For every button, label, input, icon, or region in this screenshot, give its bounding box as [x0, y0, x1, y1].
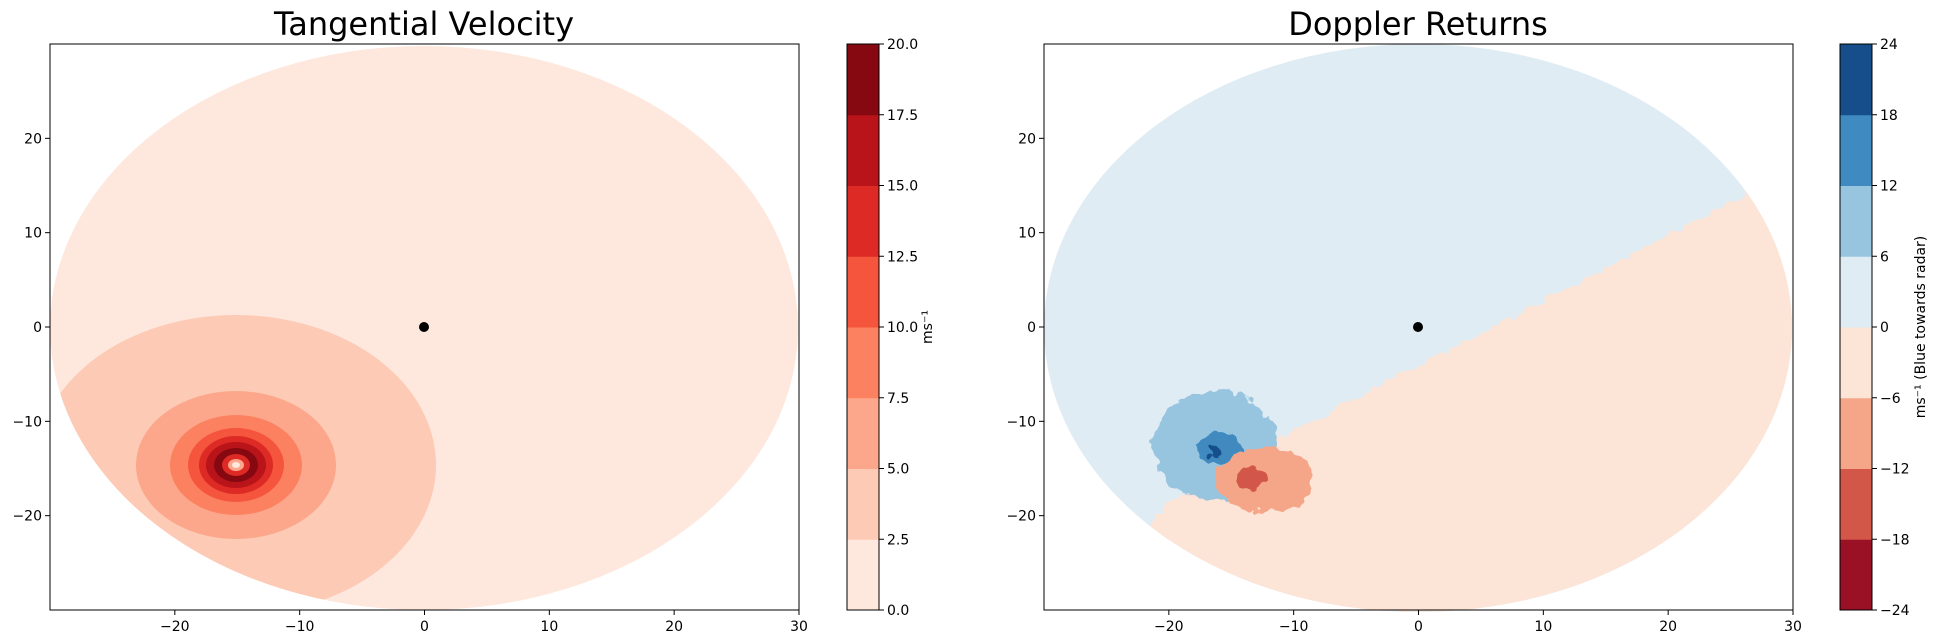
tangential-velocity-panel: Tangential Velocity −20 −10 0 10 20 30 −20 −10 — [12, 5, 936, 635]
colorbar-tick-label: −12 — [1880, 462, 1910, 478]
colorbar-segment — [847, 114, 879, 186]
colorbar-segment — [1840, 327, 1872, 399]
y-tick-label: −20 — [1006, 509, 1036, 525]
y-tick-label: 20 — [24, 131, 42, 147]
colorbar-label: ms⁻¹ (Blue towards radar) — [1913, 236, 1929, 419]
colorbar-tick-label: −18 — [1880, 532, 1910, 548]
colorbar-tick-label: 10.0 — [887, 320, 918, 336]
x-tick-label: 20 — [1659, 619, 1677, 635]
y-tick-label: −10 — [1006, 414, 1036, 430]
colorbar-segment — [847, 44, 879, 116]
colorbar-segment — [847, 468, 879, 540]
colorbar-label: ms⁻¹ — [920, 310, 936, 344]
colorbar-tick-label: 12.5 — [887, 249, 918, 265]
colorbar: −24 −18 −12 −6 0 6 12 18 24 — [1839, 37, 1910, 619]
axis-ticks: −20 −10 0 10 20 30 −20 −10 0 10 20 — [1006, 131, 1801, 635]
colorbar-tick-label: 6 — [1880, 249, 1889, 265]
colorbar-tick-label: 12 — [1880, 179, 1898, 195]
x-tick-label: 10 — [540, 619, 558, 635]
y-tick-label: 10 — [24, 226, 42, 242]
colorbar-segment — [1840, 114, 1872, 186]
band-neg18-neg12 — [1236, 466, 1268, 490]
colorbar: 0.0 2.5 5.0 7.5 10.0 12.5 15.0 17.5 20.0 — [846, 37, 918, 619]
colorbar-segment — [1840, 539, 1872, 611]
x-tick-label: 30 — [1784, 619, 1802, 635]
y-tick-label: 0 — [33, 320, 42, 336]
axis-ticks: −20 −10 0 10 20 30 −20 −10 0 10 20 — [12, 131, 807, 635]
y-tick-label: −10 — [12, 414, 42, 430]
y-tick-label: 0 — [1027, 320, 1036, 336]
colorbar-segment — [1840, 256, 1872, 328]
colorbar-segment — [1840, 44, 1872, 116]
colorbar-segment — [847, 185, 879, 257]
colorbar-tick-label: 17.5 — [887, 108, 918, 124]
chart-title: Tangential Velocity — [273, 5, 574, 43]
x-tick-label: −20 — [160, 619, 190, 635]
colorbar-tick-label: 20.0 — [887, 37, 918, 53]
colorbar-segment — [1840, 468, 1872, 540]
colorbar-segment — [1840, 185, 1872, 257]
doppler-returns-panel: Doppler Returns — [1006, 5, 1929, 635]
colorbar-tick-label: −24 — [1880, 603, 1910, 619]
colorbar-tick-label: 7.5 — [887, 391, 909, 407]
colorbar-tick-label: 24 — [1880, 37, 1898, 53]
radar-location-marker — [419, 322, 429, 332]
x-tick-label: 0 — [1414, 619, 1423, 635]
colorbar-tick-label: −6 — [1880, 391, 1901, 407]
band-0-2.5-eye — [232, 462, 240, 468]
y-tick-label: 10 — [1018, 226, 1036, 242]
velocity-field — [50, 46, 798, 610]
y-tick-label: 20 — [1018, 131, 1036, 147]
colorbar-tick-label: 0.0 — [887, 603, 909, 619]
x-tick-label: 20 — [665, 619, 683, 635]
chart-title: Doppler Returns — [1288, 5, 1548, 43]
band-18-24 — [1207, 445, 1223, 457]
colorbar-segment — [1840, 397, 1872, 469]
doppler-field — [1044, 44, 1792, 612]
colorbar-segment — [847, 539, 879, 611]
x-tick-label: −10 — [1279, 619, 1309, 635]
colorbar-tick-label: 18 — [1880, 108, 1898, 124]
radar-location-marker — [1413, 322, 1423, 332]
colorbar-tick-label: 15.0 — [887, 179, 918, 195]
colorbar-segment — [847, 397, 879, 469]
colorbar-segment — [847, 256, 879, 328]
x-tick-label: 10 — [1534, 619, 1552, 635]
colorbar-tick-label: 2.5 — [887, 532, 909, 548]
y-tick-label: −20 — [12, 509, 42, 525]
x-tick-label: 0 — [420, 619, 429, 635]
colorbar-tick-label: 0 — [1880, 320, 1889, 336]
colorbar-segment — [847, 327, 879, 399]
x-tick-label: −10 — [285, 619, 315, 635]
colorbar-tick-label: 5.0 — [887, 462, 909, 478]
x-tick-label: −20 — [1154, 619, 1184, 635]
x-tick-label: 30 — [790, 619, 808, 635]
